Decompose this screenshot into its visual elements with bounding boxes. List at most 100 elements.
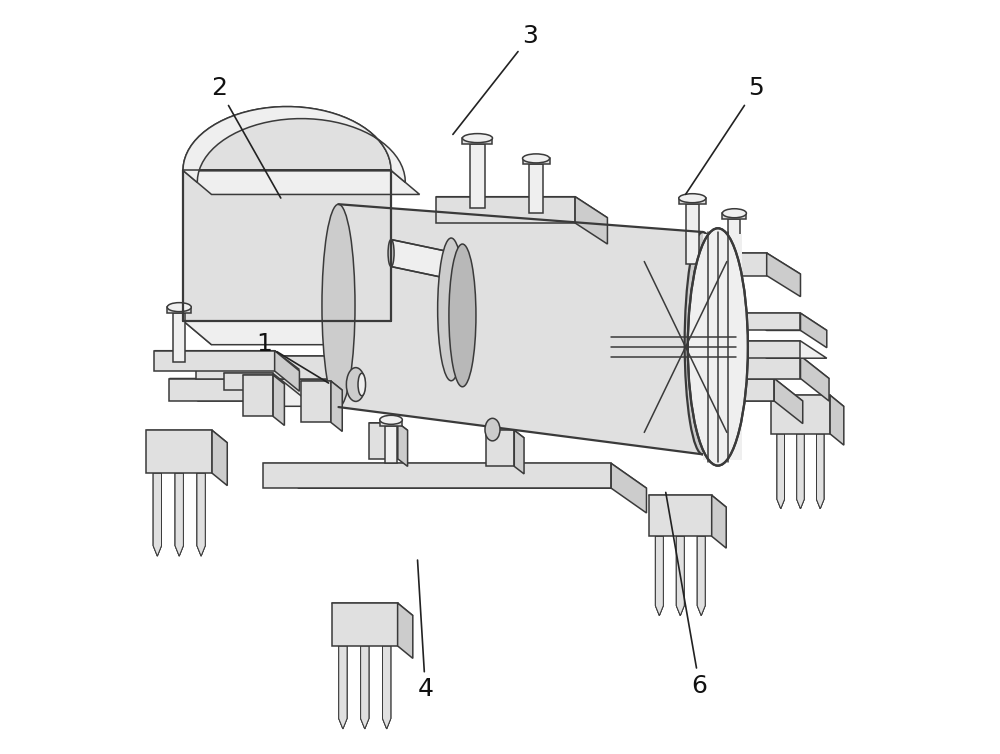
Polygon shape — [676, 536, 684, 615]
Polygon shape — [369, 423, 408, 431]
Polygon shape — [273, 375, 284, 425]
Polygon shape — [816, 434, 824, 509]
Polygon shape — [398, 603, 413, 658]
Ellipse shape — [462, 133, 492, 143]
Polygon shape — [703, 234, 742, 460]
Polygon shape — [382, 383, 472, 416]
Polygon shape — [339, 646, 347, 729]
Polygon shape — [167, 307, 191, 313]
Polygon shape — [369, 423, 398, 459]
Text: 2: 2 — [211, 76, 281, 198]
Polygon shape — [183, 106, 405, 182]
Text: 3: 3 — [453, 23, 538, 134]
Ellipse shape — [485, 418, 500, 441]
Polygon shape — [655, 536, 663, 615]
Ellipse shape — [388, 240, 394, 267]
Polygon shape — [523, 158, 550, 164]
Polygon shape — [197, 474, 205, 556]
Polygon shape — [331, 381, 342, 431]
Polygon shape — [728, 219, 740, 271]
Polygon shape — [816, 434, 824, 509]
Polygon shape — [339, 646, 347, 729]
Polygon shape — [212, 431, 227, 486]
Polygon shape — [566, 392, 615, 409]
Polygon shape — [196, 356, 829, 379]
Polygon shape — [153, 474, 161, 556]
Polygon shape — [712, 495, 726, 548]
Polygon shape — [332, 603, 398, 646]
Polygon shape — [153, 474, 161, 556]
Polygon shape — [197, 474, 205, 556]
Polygon shape — [676, 536, 684, 615]
Text: 4: 4 — [417, 560, 433, 701]
Polygon shape — [486, 431, 514, 467]
Polygon shape — [183, 170, 391, 320]
Polygon shape — [740, 341, 827, 358]
Polygon shape — [275, 351, 299, 391]
Polygon shape — [243, 375, 284, 384]
Polygon shape — [361, 646, 369, 729]
Polygon shape — [486, 431, 524, 438]
Ellipse shape — [449, 244, 476, 387]
Polygon shape — [797, 434, 804, 509]
Polygon shape — [771, 395, 830, 434]
Polygon shape — [146, 431, 212, 474]
Polygon shape — [263, 464, 646, 488]
Polygon shape — [339, 646, 347, 729]
Polygon shape — [777, 434, 784, 509]
Polygon shape — [686, 204, 699, 265]
Polygon shape — [655, 536, 663, 615]
Polygon shape — [196, 356, 800, 379]
Polygon shape — [676, 536, 684, 615]
Polygon shape — [462, 138, 492, 144]
Polygon shape — [470, 144, 485, 208]
Polygon shape — [740, 313, 800, 330]
Polygon shape — [697, 536, 705, 615]
Polygon shape — [529, 164, 543, 213]
Text: 5: 5 — [686, 76, 764, 195]
Polygon shape — [224, 373, 314, 406]
Polygon shape — [575, 197, 607, 244]
Polygon shape — [175, 474, 183, 556]
Ellipse shape — [346, 368, 365, 401]
Polygon shape — [361, 646, 369, 729]
Polygon shape — [380, 420, 402, 426]
Text: 1: 1 — [256, 332, 329, 383]
Ellipse shape — [167, 302, 191, 311]
Ellipse shape — [380, 415, 402, 425]
Polygon shape — [301, 381, 331, 422]
Polygon shape — [800, 313, 827, 348]
Polygon shape — [514, 431, 524, 474]
Ellipse shape — [523, 154, 550, 163]
Polygon shape — [697, 536, 705, 615]
Polygon shape — [777, 434, 784, 509]
Polygon shape — [611, 464, 646, 513]
Polygon shape — [771, 395, 844, 406]
Ellipse shape — [679, 194, 706, 203]
Polygon shape — [679, 198, 706, 204]
Polygon shape — [566, 392, 656, 425]
Polygon shape — [391, 240, 462, 281]
Ellipse shape — [688, 228, 748, 466]
Polygon shape — [153, 474, 161, 556]
Polygon shape — [797, 434, 804, 509]
Polygon shape — [383, 646, 391, 729]
Polygon shape — [722, 213, 746, 219]
Polygon shape — [197, 474, 205, 556]
Ellipse shape — [685, 232, 721, 455]
Polygon shape — [740, 341, 800, 358]
Polygon shape — [697, 536, 705, 615]
Polygon shape — [382, 383, 431, 400]
Polygon shape — [767, 253, 800, 296]
Polygon shape — [649, 495, 726, 507]
Polygon shape — [830, 395, 844, 445]
Polygon shape — [175, 474, 183, 556]
Ellipse shape — [358, 373, 366, 396]
Ellipse shape — [322, 204, 355, 407]
Polygon shape — [361, 646, 369, 729]
Polygon shape — [243, 375, 273, 416]
Polygon shape — [774, 379, 803, 424]
Polygon shape — [263, 464, 611, 488]
Polygon shape — [649, 495, 712, 536]
Polygon shape — [183, 170, 212, 345]
